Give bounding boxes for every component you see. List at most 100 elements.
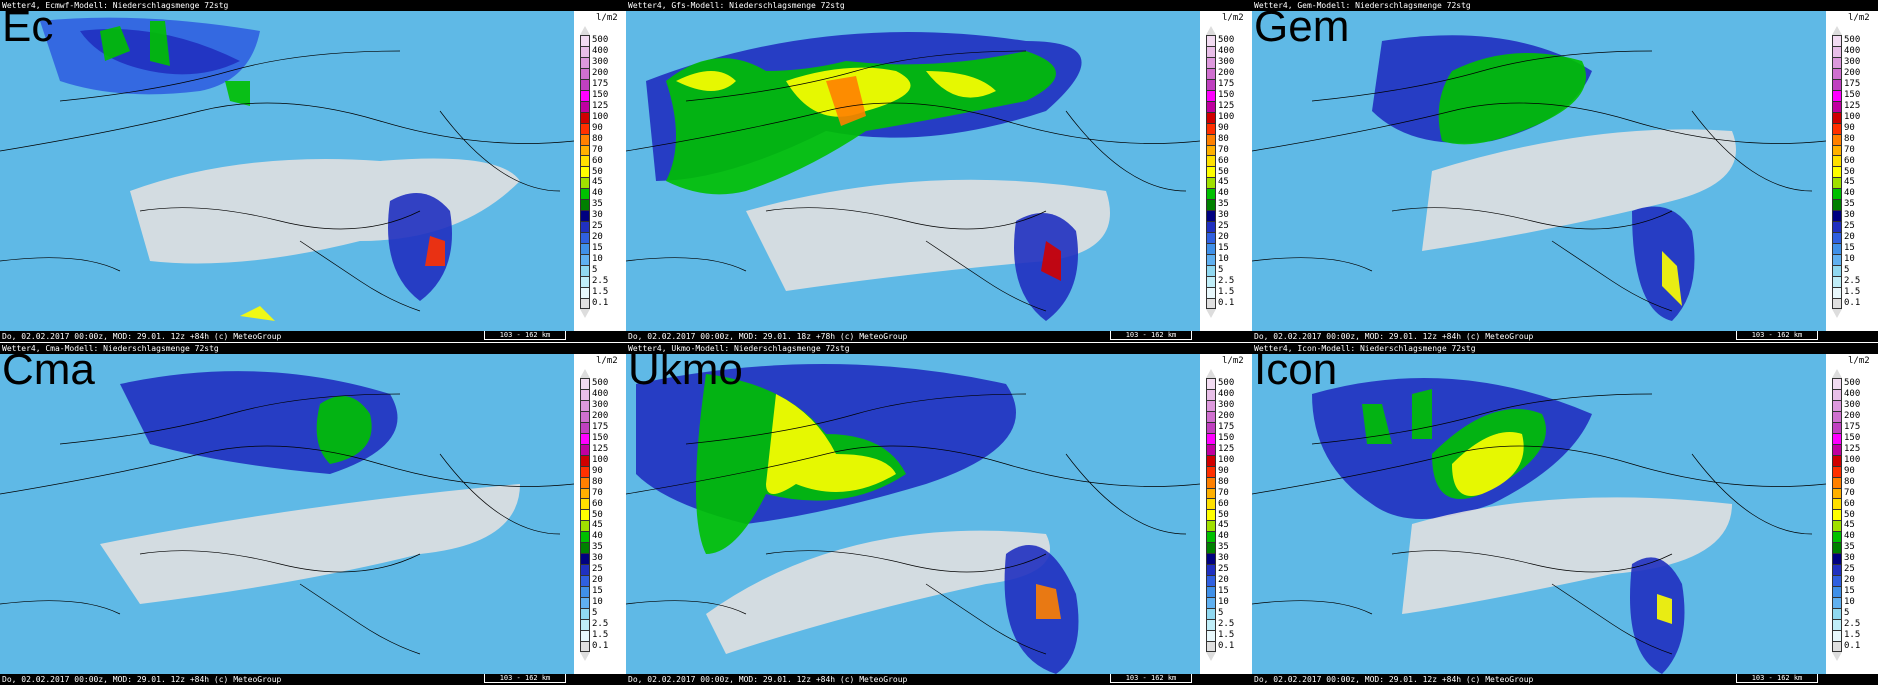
legend-tick-label: 40 — [1844, 188, 1855, 199]
legend-tick-label: 500 — [1844, 35, 1861, 45]
legend-swatch — [1207, 36, 1215, 47]
legend-tick-label: 35 — [592, 199, 603, 210]
legend-swatch — [1207, 90, 1215, 102]
legend-tick-label: 70 — [1844, 144, 1855, 155]
legend-tick-label: 2.5 — [1218, 276, 1235, 287]
legend-swatch — [1207, 112, 1215, 124]
legend-swatch — [1833, 266, 1841, 277]
legend-tick-label: 0.1 — [1218, 641, 1235, 652]
legend-swatch — [1833, 389, 1841, 401]
legend-tick-label: 30 — [592, 553, 603, 564]
legend-tick-label: 1.5 — [592, 287, 609, 298]
legend-swatch — [581, 101, 589, 113]
panel-header: Wetter4, Gem-Modell: Niederschlagsmenge … — [1252, 0, 1878, 11]
legend-tick-label: 45 — [592, 520, 603, 531]
legend-swatch — [1207, 101, 1215, 113]
legend-tick-label: 175 — [1218, 78, 1235, 89]
precipitation-map: Cma — [0, 354, 574, 674]
legend-swatch — [581, 222, 589, 234]
legend-swatch — [1833, 488, 1841, 500]
legend-arrow-top — [1832, 26, 1842, 35]
legend-tick-label: 10 — [592, 597, 603, 608]
precip-area — [1662, 251, 1682, 306]
legend-tick-label: 80 — [1844, 476, 1855, 487]
legend-swatch — [1207, 134, 1215, 146]
legend-tick-label: 50 — [592, 166, 603, 177]
legend-swatch — [1207, 233, 1215, 245]
legend-tick-label: 500 — [592, 35, 609, 45]
legend-swatch — [1207, 477, 1215, 489]
country-borders — [626, 50, 1200, 312]
panel-header: Wetter4, Icon-Modell: Niederschlagsmenge… — [1252, 343, 1878, 354]
legend-tick-label: 60 — [1218, 498, 1229, 509]
legend-tick-label: 35 — [592, 542, 603, 553]
legend-tick-label: 20 — [1218, 575, 1229, 586]
legend-arrow-top — [1206, 369, 1216, 378]
legend-swatch — [581, 145, 589, 157]
legend-swatch — [1833, 46, 1841, 58]
legend-unit: l/m2 — [1222, 13, 1244, 23]
legend-swatch — [581, 211, 589, 223]
precipitation-legend: l/m2 500 400 300 200 175 150 125 100 90 80 70 60 50 4… — [1200, 354, 1252, 674]
legend-tick-label: 175 — [592, 421, 609, 432]
legend-swatch — [581, 400, 589, 412]
legend-tick-label: 70 — [1218, 144, 1229, 155]
precipitation-map — [626, 11, 1200, 331]
legend-tick-label: 2.5 — [592, 276, 609, 287]
panel-footer: Do, 02.02.2017 00:00z, MOD: 29.01. 12z +… — [1252, 331, 1878, 342]
model-title: Gem — [1254, 11, 1350, 51]
legend-tick-label: 200 — [1844, 67, 1861, 78]
legend-tick-label: 400 — [1218, 45, 1235, 56]
legend-arrow-bottom — [1832, 309, 1842, 318]
legend-tick-label: 5 — [592, 265, 598, 276]
legend-swatch — [581, 287, 589, 299]
legend-swatch — [1207, 123, 1215, 135]
legend-swatch — [1833, 57, 1841, 69]
model-title: Ukmo — [628, 354, 743, 394]
legend-tick-label: 5 — [1218, 608, 1224, 619]
legend-tick-label: 10 — [1218, 254, 1229, 265]
legend-swatch — [581, 244, 589, 256]
legend-tick-label: 0.1 — [1844, 641, 1861, 652]
legend-tick-label: 60 — [592, 155, 603, 166]
legend-tick-label: 35 — [1218, 542, 1229, 553]
model-panel-cma: Wetter4, Cma-Modell: Niederschlagsmenge … — [0, 343, 626, 685]
legend-swatch — [1207, 411, 1215, 423]
legend-swatch — [581, 189, 589, 201]
legend-swatch — [1207, 244, 1215, 256]
legend-colorbar — [1206, 35, 1216, 309]
legend-swatch — [1207, 46, 1215, 58]
legend-tick-label: 50 — [1844, 166, 1855, 177]
precip-area — [1041, 241, 1061, 281]
legend-tick-label: 125 — [1844, 443, 1861, 454]
legend-swatch — [1207, 521, 1215, 533]
legend-tick-label: 500 — [592, 378, 609, 388]
legend-tick-label: 70 — [592, 487, 603, 498]
legend-swatch — [581, 79, 589, 91]
legend-tick-label: 200 — [592, 67, 609, 78]
legend-tick-label: 50 — [1218, 166, 1229, 177]
legend-swatch — [1207, 543, 1215, 555]
legend-swatch — [581, 477, 589, 489]
legend-unit: l/m2 — [596, 356, 618, 366]
precip-area — [1657, 594, 1672, 624]
model-title: Icon — [1254, 354, 1338, 394]
legend-swatch — [581, 46, 589, 58]
legend-tick-label: 125 — [592, 100, 609, 111]
legend-tick-label: 60 — [1844, 498, 1855, 509]
legend-tick-label: 150 — [1844, 89, 1861, 100]
legend-swatch — [1833, 276, 1841, 288]
legend-tick-label: 20 — [592, 232, 603, 243]
legend-swatch — [1207, 565, 1215, 577]
legend-tick-label: 25 — [1218, 564, 1229, 575]
legend-swatch — [1833, 576, 1841, 588]
legend-swatch — [1833, 123, 1841, 135]
legend-swatch — [581, 156, 589, 168]
legend-tick-label: 5 — [1218, 265, 1224, 276]
legend-swatch — [581, 255, 589, 267]
panel-header: Wetter4, Cma-Modell: Niederschlagsmenge … — [0, 343, 626, 354]
legend-tick-label: 400 — [1844, 388, 1861, 399]
legend-swatch — [1833, 255, 1841, 267]
legend-swatch — [1207, 68, 1215, 80]
legend-swatch — [1207, 488, 1215, 500]
